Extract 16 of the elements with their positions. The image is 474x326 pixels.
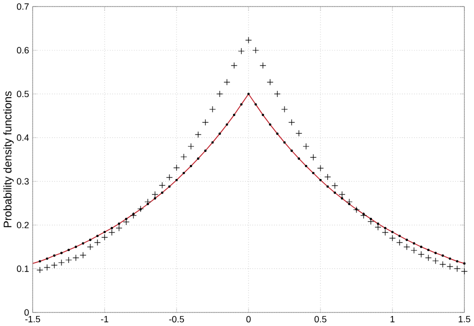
y-axis-title: Probability density functions (3, 91, 14, 228)
y-tick-label: 0.3 (16, 178, 29, 185)
x-tick-label: 1 (390, 316, 394, 322)
y-tick-label: 0.2 (16, 222, 29, 228)
x-tick-label: 1.5 (458, 316, 470, 322)
y-tick-label: 0.7 (16, 3, 29, 10)
x-tick-label: -1 (101, 316, 108, 322)
x-tick-label: 0.5 (314, 316, 326, 323)
x-tick-label: -0.5 (169, 316, 184, 323)
y-tick-label: 0.4 (16, 134, 29, 141)
x-tick-label: 0 (246, 316, 251, 323)
y-tick-label: 0.6 (16, 47, 29, 54)
x-tick-label: -1.5 (25, 316, 40, 322)
y-tick-label: 0 (24, 309, 29, 316)
y-tick-label: 0.1 (16, 266, 29, 272)
y-tick-label: 0.5 (16, 90, 29, 98)
